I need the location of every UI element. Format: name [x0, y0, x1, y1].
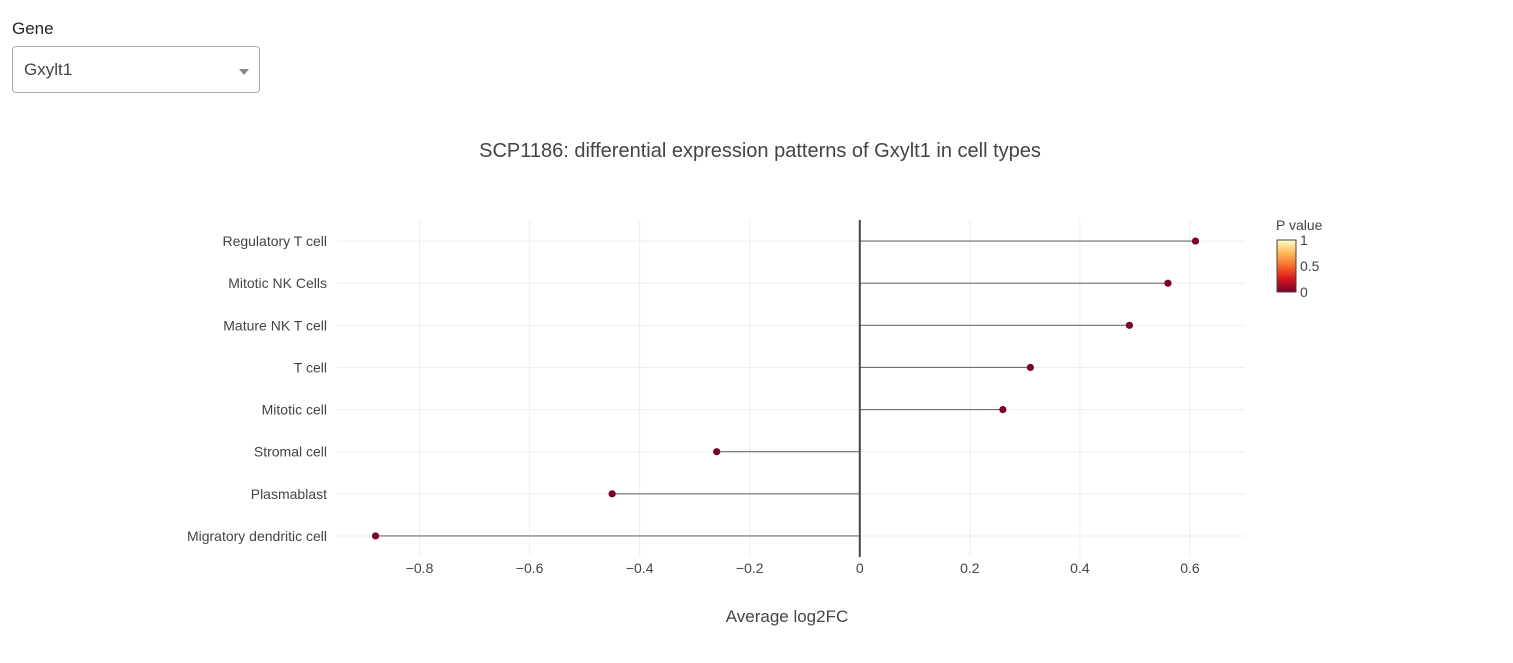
data-point[interactable]	[999, 405, 1007, 414]
colorbar-tick-label: 0.5	[1300, 258, 1320, 274]
data-point[interactable]	[713, 448, 721, 456]
x-tick-label: −0.4	[626, 560, 654, 576]
y-category-label: Migratory dendritic cell	[187, 528, 327, 544]
y-category-label: Mitotic NK Cells	[228, 275, 327, 291]
y-axis-categories: Regulatory T cell Mitotic NK Cells Mature …	[187, 233, 327, 544]
data-point[interactable]	[1125, 321, 1134, 329]
stems	[375, 240, 1196, 537]
gene-select-value: Gxylt1	[24, 60, 73, 79]
points	[371, 237, 1200, 540]
colorbar: P value 10.50	[1276, 217, 1323, 300]
colorbar-gradient	[1276, 239, 1297, 293]
gene-select[interactable]: Gxylt1	[12, 46, 260, 93]
colorbar-tick-label: 1	[1300, 232, 1308, 248]
x-tick-label: 0	[856, 560, 864, 576]
data-point[interactable]	[371, 532, 380, 540]
x-tick-label: −0.2	[736, 560, 764, 576]
y-category-label: Stromal cell	[254, 444, 327, 460]
colorbar-tick-label: 0	[1300, 284, 1308, 300]
y-category-label: Regulatory T cell	[222, 233, 327, 249]
y-category-label: Plasmablast	[251, 486, 327, 502]
y-category-label: T cell	[294, 359, 327, 375]
colorbar-title: P value	[1276, 217, 1323, 233]
x-tick-label: −0.8	[406, 560, 434, 576]
x-tick-label: 0.4	[1070, 560, 1090, 576]
colorbar-ticks: 10.50	[1300, 232, 1320, 300]
x-axis-ticks: −0.8 −0.6 −0.4 −0.2 0 0.2 0.4 0.6	[406, 560, 1200, 576]
data-point[interactable]	[1191, 237, 1200, 245]
x-axis-title: Average log2FC	[726, 607, 849, 626]
x-tick-label: −0.6	[516, 560, 544, 576]
chevron-down-icon	[239, 69, 249, 75]
gene-select-label: Gene	[12, 19, 54, 38]
y-category-label: Mature NK T cell	[223, 317, 327, 333]
grid	[337, 220, 1245, 557]
x-tick-label: 0.2	[960, 560, 980, 576]
x-tick-label: 0.6	[1180, 560, 1200, 576]
data-point[interactable]	[1026, 363, 1034, 372]
chart-title: SCP1186: differential expression pattern…	[479, 140, 1041, 162]
data-point[interactable]	[608, 490, 616, 498]
y-category-label: Mitotic cell	[262, 402, 327, 418]
data-point[interactable]	[1164, 279, 1172, 287]
